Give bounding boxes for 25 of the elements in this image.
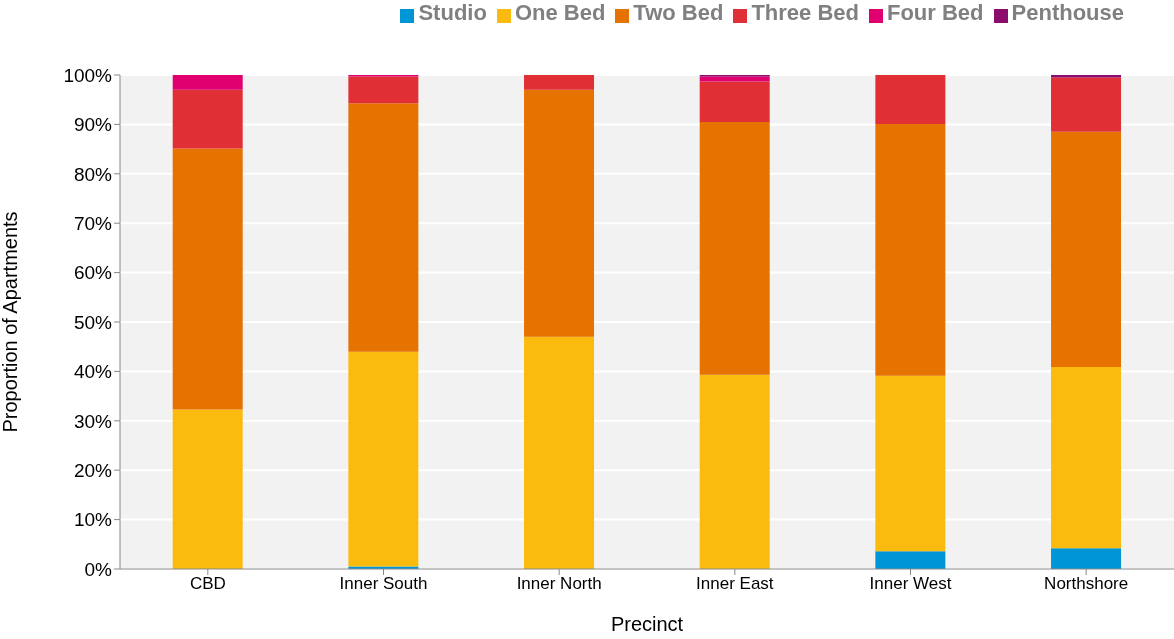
- y-tick-label: 30%: [73, 410, 113, 432]
- legend-label: Four Bed: [886, 0, 984, 25]
- x-tick-label: Inner South: [339, 574, 428, 594]
- y-tick-label: 80%: [73, 163, 113, 185]
- legend-label: One Bed: [514, 0, 606, 25]
- x-axis-title: Precinct: [610, 613, 684, 635]
- y-axis-title: Proportion of Apartments: [0, 211, 22, 433]
- y-tick-label: 40%: [73, 361, 113, 383]
- y-tick-label: 60%: [73, 262, 113, 284]
- x-tick-label: Inner West: [869, 574, 952, 594]
- legend-label: Three Bed: [751, 0, 859, 25]
- y-tick-label: 50%: [73, 311, 113, 333]
- y-tick-label: 10%: [73, 509, 113, 531]
- y-tick-label: 90%: [73, 114, 113, 136]
- x-tick-label: Northshore: [1044, 574, 1129, 594]
- y-tick-label: 70%: [73, 212, 113, 234]
- x-tick-label: Inner East: [696, 574, 774, 594]
- y-tick-label: 100%: [63, 64, 113, 86]
- y-tick-label: 20%: [73, 459, 113, 481]
- x-tick-label: CBD: [189, 574, 226, 594]
- legend-label: Two Bed: [633, 0, 724, 25]
- legend-label: Studio: [418, 0, 487, 25]
- legend-label: Penthouse: [1011, 0, 1124, 25]
- y-tick-label: 0%: [84, 558, 113, 580]
- x-tick-label: Inner North: [516, 574, 602, 594]
